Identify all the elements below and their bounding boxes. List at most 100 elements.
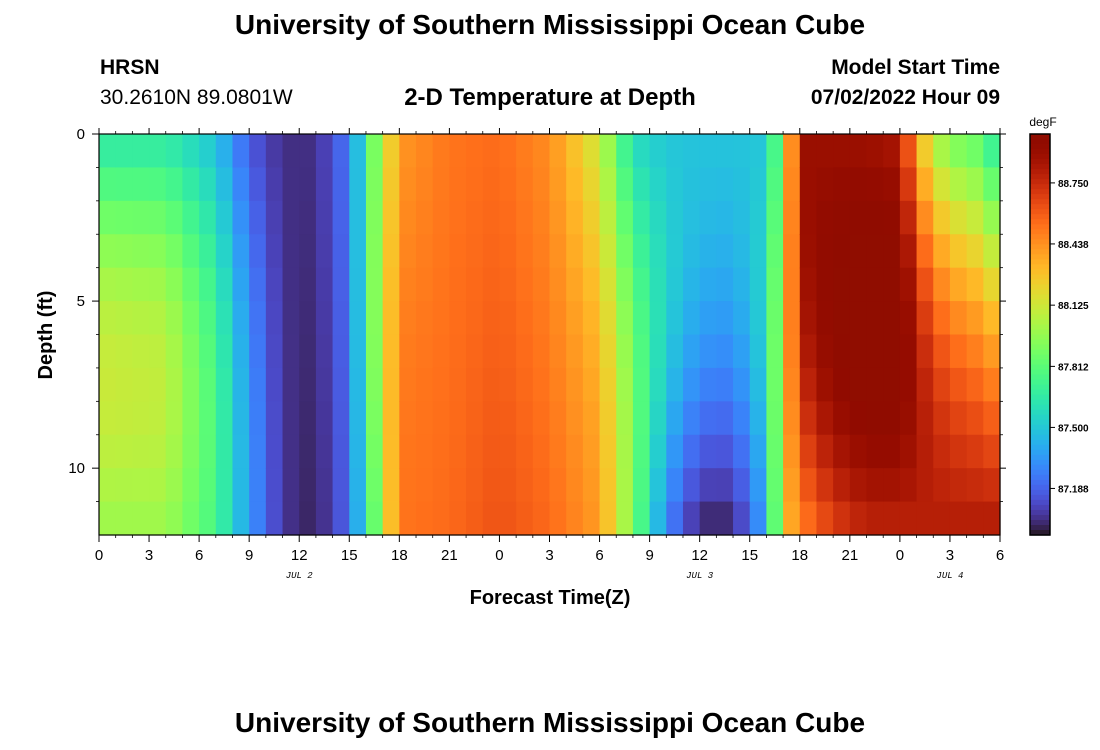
heatmap-cell <box>215 167 234 202</box>
colorbar-segment <box>1030 484 1050 491</box>
heatmap-cell <box>582 401 601 436</box>
heatmap-cell <box>816 234 834 269</box>
colorbar-segment <box>1030 169 1050 175</box>
heatmap-cell <box>682 334 701 369</box>
x-date-label: JUL 4 <box>936 571 963 581</box>
colorbar-segment <box>1030 164 1050 170</box>
heatmap-cell <box>983 468 1001 503</box>
colorbar-segment <box>1030 299 1050 306</box>
heatmap-cell <box>716 501 734 536</box>
heatmap-cell <box>916 234 934 269</box>
heatmap-cell <box>616 401 634 436</box>
heatmap-cell <box>332 367 350 402</box>
colorbar-segment <box>1030 424 1050 431</box>
x-tick-label: 9 <box>645 547 653 564</box>
heatmap-cell <box>616 200 634 235</box>
x-tick-label: 15 <box>341 547 358 564</box>
heatmap-cell <box>482 367 501 402</box>
heatmap-cell <box>849 167 868 202</box>
heatmap-cell <box>933 234 951 269</box>
heatmap-cell <box>666 200 684 235</box>
heatmap-cell <box>432 501 450 536</box>
heatmap-cell <box>115 334 133 369</box>
heatmap-cell <box>532 200 551 235</box>
x-tick-label: 21 <box>441 547 458 564</box>
heatmap-cell <box>716 200 734 235</box>
heatmap-cell <box>866 267 884 302</box>
heatmap-cell <box>115 200 133 235</box>
colorbar-segment <box>1030 249 1050 255</box>
heatmap-cell <box>766 334 784 369</box>
heatmap-cell <box>132 167 150 202</box>
heatmap-cell <box>949 401 968 436</box>
heatmap-cell <box>416 367 434 402</box>
heatmap-cell <box>299 234 317 269</box>
y-tick-label: 10 <box>68 460 85 477</box>
heatmap-cell <box>549 367 567 402</box>
colorbar-unit: degF <box>1029 115 1056 129</box>
heatmap-cell <box>165 334 184 369</box>
heatmap-cell <box>416 434 434 469</box>
heatmap-cell <box>599 301 617 336</box>
heatmap-cell <box>182 401 200 436</box>
heatmap-cell <box>365 434 384 469</box>
heatmap-cell <box>382 468 400 503</box>
heatmap-cell <box>649 134 667 169</box>
heatmap-cell <box>632 167 651 202</box>
heatmap-cell <box>899 301 918 336</box>
heatmap-cell <box>699 334 717 369</box>
heatmap-cell <box>315 334 334 369</box>
heatmap-cell <box>149 434 167 469</box>
colorbar-segment <box>1030 194 1050 200</box>
heatmap-cell <box>265 167 284 202</box>
heatmap-cell <box>449 401 467 436</box>
colorbar-segment <box>1030 139 1050 145</box>
heatmap-cell <box>983 367 1001 402</box>
heatmap-cell <box>599 234 617 269</box>
heatmap-cell <box>149 267 167 302</box>
heatmap-cell <box>516 134 534 169</box>
colorbar-segment <box>1030 254 1050 260</box>
heatmap-cell <box>666 267 684 302</box>
colorbar-segment <box>1030 529 1050 536</box>
heatmap-cell <box>549 501 567 536</box>
heatmap-cell <box>199 401 217 436</box>
heatmap-cell <box>282 167 300 202</box>
heatmap-cell <box>983 401 1001 436</box>
heatmap-cell <box>749 401 768 436</box>
colorbar-tick-label: 88.750 <box>1058 179 1089 190</box>
heatmap-cell <box>983 200 1001 235</box>
heatmap-cell <box>616 134 634 169</box>
heatmap-cell <box>899 200 918 235</box>
heatmap-cell <box>449 167 467 202</box>
heatmap-cell <box>399 434 417 469</box>
colorbar-segment <box>1030 199 1050 205</box>
heatmap-cell <box>365 167 384 202</box>
heatmap-cell <box>365 234 384 269</box>
colorbar-segment <box>1030 479 1050 486</box>
heatmap-cell <box>649 234 667 269</box>
heatmap-cell <box>632 334 651 369</box>
heatmap-cell <box>299 134 317 169</box>
colorbar-segment <box>1030 244 1050 250</box>
heatmap-cell <box>649 167 667 202</box>
heatmap-cell <box>766 367 784 402</box>
heatmap-cell <box>349 301 367 336</box>
heatmap-cell <box>516 267 534 302</box>
heatmap-cell <box>733 434 751 469</box>
heatmap-cell <box>349 134 367 169</box>
heatmap-cell <box>265 200 284 235</box>
heatmap-cell <box>449 501 467 536</box>
heatmap-cell <box>182 334 200 369</box>
heatmap-cell <box>416 501 434 536</box>
heatmap-cell <box>799 200 818 235</box>
temperature-depth-chart: 0 3 6 9 12 15 18 21 0 3 6 9 12 15 18 21 0 3 6 JUL 2 JUL 3 JUL… <box>35 115 1089 609</box>
heatmap-cell <box>849 401 868 436</box>
heatmap-cell <box>249 301 267 336</box>
heatmap-cell <box>382 367 400 402</box>
heatmap-cell <box>933 434 951 469</box>
heatmap-cell <box>149 234 167 269</box>
heatmap-cell <box>566 367 584 402</box>
heatmap-cell <box>215 468 234 503</box>
heatmap-cell <box>783 267 801 302</box>
